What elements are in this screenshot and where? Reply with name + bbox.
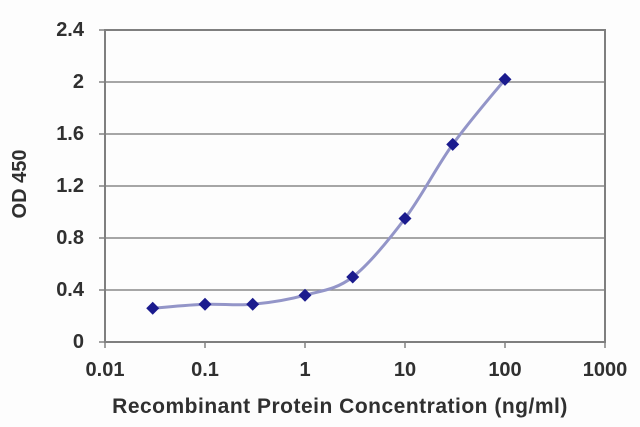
x-tick-label: 1: [299, 359, 311, 381]
y-tick-label: 2: [72, 71, 84, 93]
y-tick-label: 0.4: [56, 279, 84, 301]
y-tick-label: 0: [72, 331, 84, 353]
x-tick-label: 1000: [582, 359, 628, 381]
x-tick-label: 100: [488, 359, 522, 381]
data-point-marker: [346, 270, 360, 284]
data-point-marker: [298, 288, 312, 302]
data-point-marker: [246, 297, 260, 311]
data-point-marker: [498, 72, 512, 86]
y-tick-label: 1.2: [56, 175, 84, 197]
y-tick-label: 1.6: [56, 123, 84, 145]
plot-frame: [104, 29, 606, 343]
data-point-marker: [398, 212, 412, 225]
x-tick-label: 0.01: [85, 359, 125, 381]
data-point-marker: [198, 297, 212, 311]
y-tick-label: 0.8: [56, 227, 84, 249]
data-point-marker: [446, 137, 460, 151]
data-point-marker: [146, 301, 160, 315]
x-tick-label: 10: [393, 359, 417, 381]
x-axis-title: Recombinant Protein Concentration (ng/ml…: [112, 395, 568, 418]
x-tick-label: 0.1: [191, 359, 219, 381]
y-tick-label: 2.4: [56, 19, 84, 41]
series-line: [152, 78, 507, 310]
